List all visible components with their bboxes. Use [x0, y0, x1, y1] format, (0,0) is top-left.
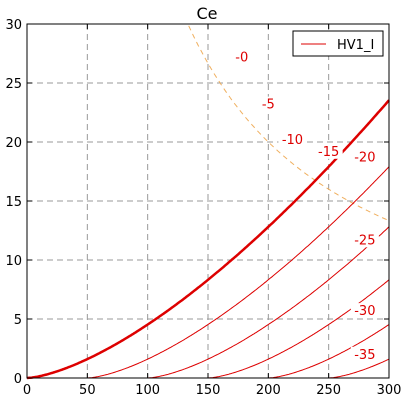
curve-label: -10	[282, 133, 303, 148]
ticks-layer: 0 50 100 150 200 250 300 0 5 10 15 20 25 30	[5, 18, 401, 398]
curve-label-bg	[350, 303, 379, 319]
legend: HV1_I	[292, 30, 384, 57]
curve-label: -0	[235, 50, 248, 65]
curve-label-bg	[350, 149, 379, 165]
curve-label-bg	[231, 49, 252, 65]
y-tick-label: 20	[5, 136, 22, 151]
y-tick-label: 30	[5, 18, 22, 33]
x-tick-label: 250	[316, 383, 341, 398]
legend-label: HV1_I	[337, 38, 374, 53]
y-tick-label: 0	[14, 372, 22, 387]
y-tick-label: 5	[14, 313, 22, 328]
curve-label: -30	[354, 304, 375, 319]
curve-label: -35	[354, 348, 375, 363]
chart-title: Ce	[196, 4, 217, 23]
legend-box	[292, 30, 384, 57]
y-tick-label: 15	[5, 195, 22, 210]
x-tick-label: 50	[79, 383, 96, 398]
x-tick-label: 100	[135, 383, 160, 398]
x-tick-label: 150	[196, 383, 221, 398]
curve-label: -15	[318, 145, 339, 160]
x-tick-label: 300	[377, 383, 402, 398]
curve-label-bg	[258, 96, 279, 112]
series-line	[26, 99, 390, 380]
x-tick-label: 0	[23, 383, 31, 398]
curve-label-bg	[350, 232, 379, 248]
y-tick-label: 10	[5, 254, 22, 269]
y-tick-label: 25	[5, 77, 22, 92]
curve-label-bg	[278, 132, 307, 147]
grid-layer	[27, 24, 389, 378]
curve-label: -5	[262, 98, 275, 113]
curve-label: -20	[354, 151, 375, 166]
curve-label-bg	[314, 143, 343, 159]
curve-labels-layer: -0 -5 -10 -15 -20 -25 -30 -35	[231, 49, 379, 363]
curve-label: -25	[354, 233, 375, 248]
x-tick-label: 200	[256, 383, 281, 398]
curve-label-bg	[350, 346, 379, 362]
